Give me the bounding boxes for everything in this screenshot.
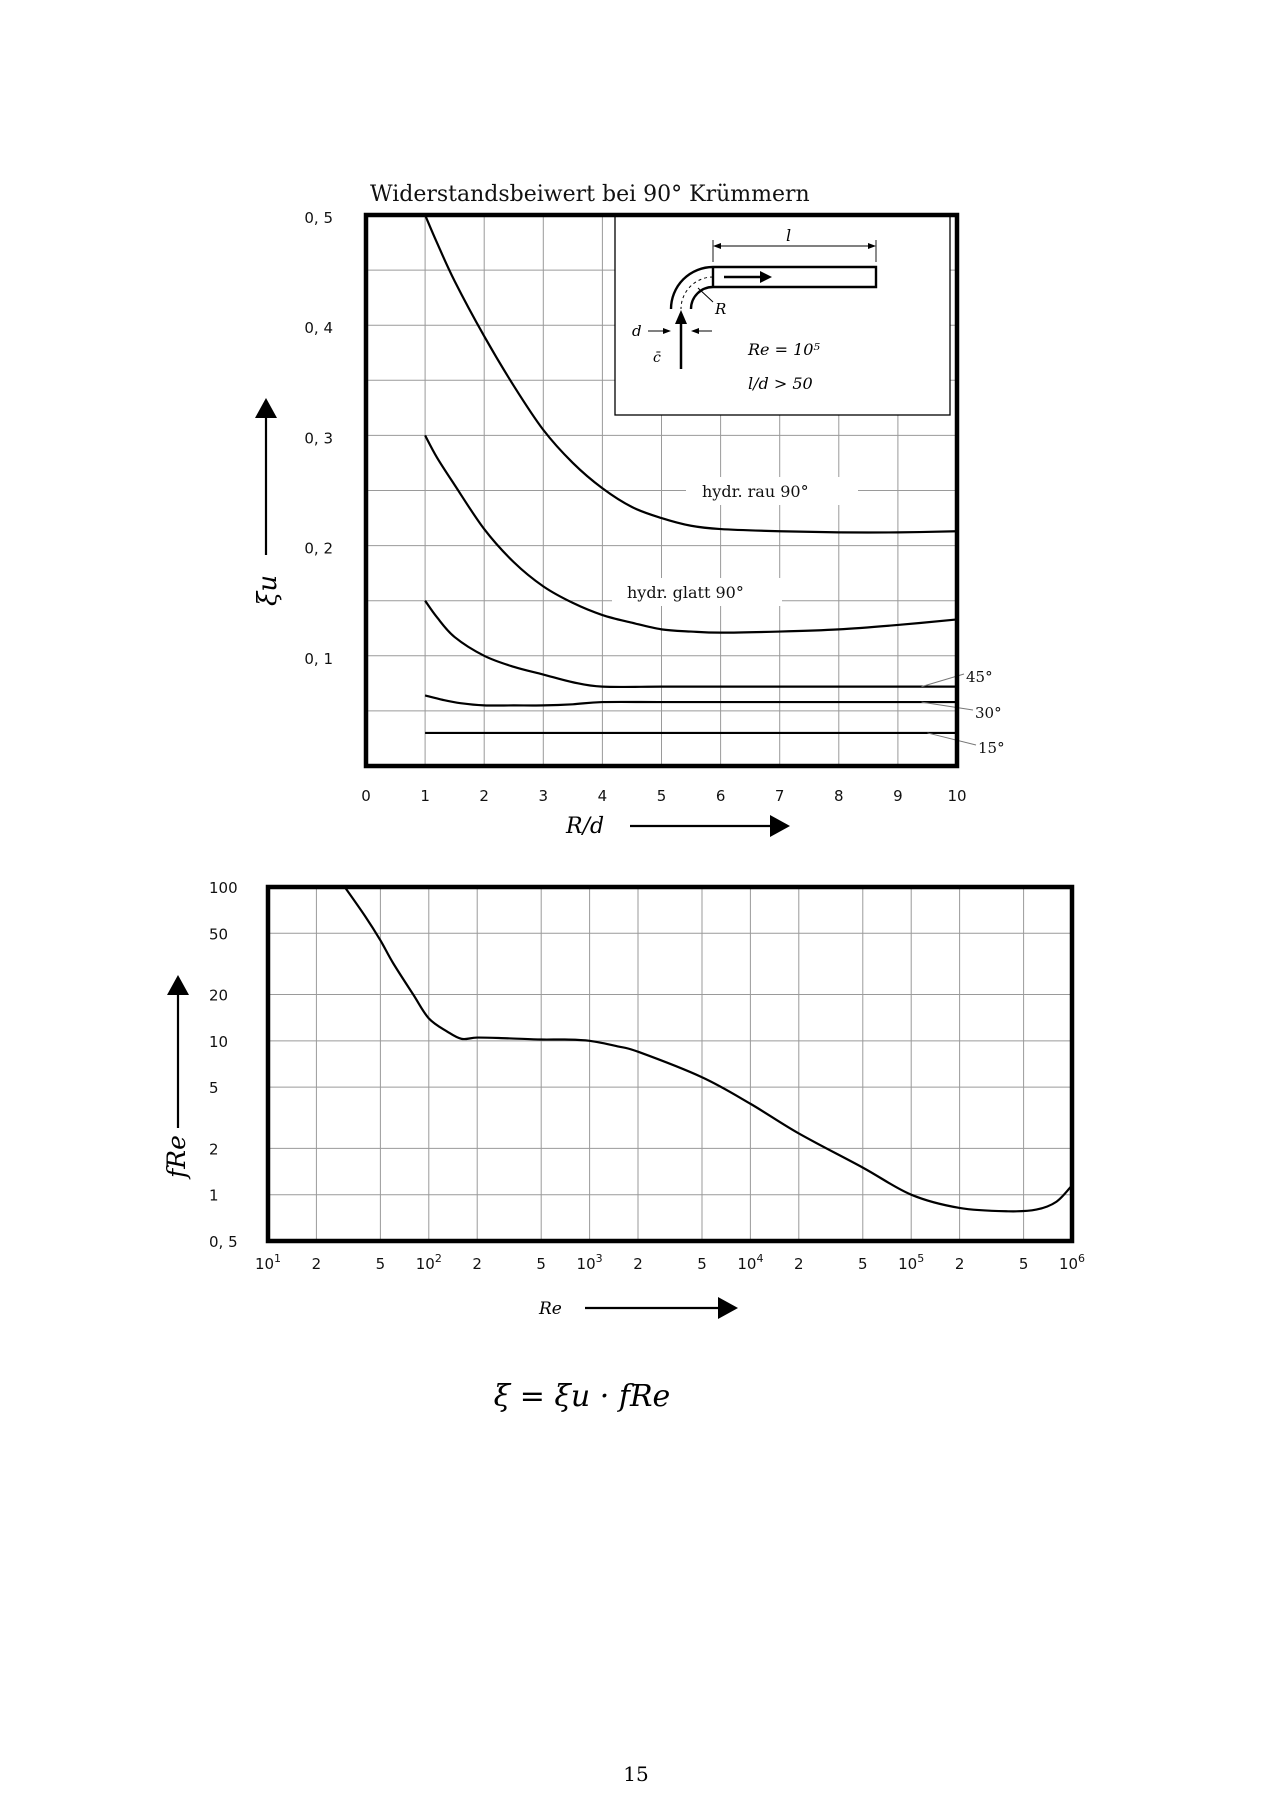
- chart2-grid: [268, 887, 1072, 1241]
- pipe-bend-inner: [689, 285, 714, 310]
- chart2-curves: [343, 886, 1073, 1213]
- y-tick-label: 10: [209, 1033, 228, 1051]
- x-tick-label: 101: [255, 1252, 281, 1273]
- x-tick-label: 2: [312, 1255, 322, 1273]
- x-tick-label: 2: [633, 1255, 643, 1273]
- x-tick-label: 102: [416, 1252, 442, 1273]
- label-bg: [686, 477, 858, 505]
- y-tick-label: 1: [209, 1187, 219, 1205]
- chart2-ylabel: fRe: [162, 1135, 191, 1180]
- series-label-angle: 30°: [975, 704, 1002, 722]
- x-tick-label: 105: [898, 1252, 924, 1273]
- x-tick-label: 2: [955, 1255, 965, 1273]
- x-tick-label: 8: [834, 787, 844, 805]
- y-tick-label: 50: [209, 925, 228, 943]
- x-tick-label: 4: [598, 787, 608, 805]
- x-tick-label: 5: [858, 1255, 868, 1273]
- chart2-xlabel: Re: [538, 1299, 562, 1319]
- chart1-x-axis-label: R/d: [565, 814, 790, 839]
- chart2-x-axis-label: Re: [538, 1297, 738, 1319]
- pipe-centerline: [680, 276, 714, 310]
- chart-bend-resistance: Widerstandsbeiwert bei 90° Krümmern R l: [253, 182, 1005, 839]
- l-dim-arrow-right: [868, 243, 876, 249]
- inset-diagram: R l d c̄ Re = 10⁵ l/d > 50: [614, 214, 951, 416]
- page-number: 15: [623, 1762, 648, 1786]
- d-dim-arrow-right: [691, 328, 699, 334]
- reynolds-condition: Re = 10⁵: [747, 340, 820, 359]
- x-tick-label: 10: [947, 787, 966, 805]
- y-tick-label: 0, 3: [304, 429, 333, 447]
- chart1-frame: [363, 212, 960, 769]
- y-tick-label: 2: [209, 1140, 219, 1158]
- y-tick-label: 100: [209, 879, 238, 897]
- x-tick-label: 7: [775, 787, 785, 805]
- x-axis-arrow-head: [770, 815, 790, 837]
- chart1-curves: [424, 214, 958, 735]
- x-tick-label: 5: [697, 1255, 707, 1273]
- radius-label: R: [714, 300, 726, 318]
- series-line: [343, 886, 1073, 1213]
- series-label-angle: 15°: [978, 739, 1005, 757]
- y-tick-label: 0, 1: [304, 650, 333, 668]
- radius-line: [697, 287, 714, 303]
- x-tick-label: 5: [657, 787, 667, 805]
- x-tick-label: 2: [472, 1255, 482, 1273]
- velocity-label: c̄: [653, 350, 661, 366]
- length-condition: l/d > 50: [748, 374, 813, 393]
- leader-line: [921, 701, 974, 711]
- chart1-y-axis-label: ξu: [253, 398, 283, 606]
- chart-title: Widerstandsbeiwert bei 90° Krümmern: [370, 182, 810, 207]
- x-tick-label: 9: [893, 787, 903, 805]
- x-tick-label: 0: [361, 787, 371, 805]
- l-label: l: [786, 226, 791, 245]
- y-tick-label: 0, 2: [304, 540, 333, 558]
- y-tick-label: 0, 4: [304, 319, 333, 337]
- inlet-arrow-head: [675, 310, 687, 324]
- pipe-straight: [713, 265, 878, 289]
- series-label-angle: 45°: [966, 668, 993, 686]
- x-tick-label: 1: [420, 787, 430, 805]
- series-label-rau: hydr. rau 90°: [702, 482, 809, 501]
- d-label: d: [632, 322, 642, 340]
- x-tick-label: 104: [737, 1252, 763, 1273]
- series-line: [424, 214, 958, 534]
- x2-axis-arrow-head: [718, 1297, 738, 1319]
- y-tick-label: 0, 5: [209, 1233, 238, 1251]
- chart-reynolds-factor: 101 2 5 102 2 5 103 2 5 104 2 5 105 2 5 106 0, 5 1 2 5 10 20 5…: [162, 879, 1085, 1319]
- series-line: [424, 434, 958, 634]
- series-label-glatt: hydr. glatt 90°: [627, 583, 744, 602]
- chart1-ticks: 0 1 2 3 4 5 6 7 8 9 10 0, 1 0, 2 0, 3 0, 4 0, 5: [304, 209, 966, 805]
- x-tick-label: 3: [539, 787, 549, 805]
- label-bg: [612, 578, 782, 606]
- pipe-bend-outer: [669, 265, 714, 310]
- leader-line: [927, 732, 977, 746]
- x-tick-label: 2: [794, 1255, 804, 1273]
- series-line: [424, 694, 957, 707]
- x-tick-label: 103: [577, 1252, 603, 1273]
- y-axis-arrow-head: [255, 398, 277, 418]
- x-tick-label: 5: [1019, 1255, 1029, 1273]
- chart2-y-axis-label: fRe: [162, 975, 191, 1180]
- d-dim-arrow-left: [663, 328, 671, 334]
- x-tick-label: 5: [376, 1255, 386, 1273]
- flow-arrow-head: [760, 271, 772, 283]
- chart1-xlabel: R/d: [565, 814, 604, 839]
- x-tick-label: 106: [1059, 1252, 1085, 1273]
- x-tick-label: 2: [479, 787, 489, 805]
- y2-axis-arrow-head: [167, 975, 189, 995]
- l-dim-arrow-left: [713, 243, 721, 249]
- series-line: [424, 600, 957, 689]
- y-tick-label: 20: [209, 987, 228, 1005]
- y-tick-label: 5: [209, 1079, 219, 1097]
- chart1-series-labels: hydr. rau 90° hydr. glatt 90° 45° 30° 15°: [612, 477, 1005, 757]
- x-tick-label: 6: [716, 787, 726, 805]
- chart2-frame: [265, 884, 1075, 1244]
- x-tick-label: 5: [536, 1255, 546, 1273]
- formula: ξ = ξu · fRe: [494, 1379, 671, 1414]
- chart2-ticks: 101 2 5 102 2 5 103 2 5 104 2 5 105 2 5 106 0, 5 1 2 5 10 20 5…: [209, 879, 1085, 1273]
- y-tick-label: 0, 5: [304, 209, 333, 227]
- chart1-ylabel: ξu: [253, 575, 283, 606]
